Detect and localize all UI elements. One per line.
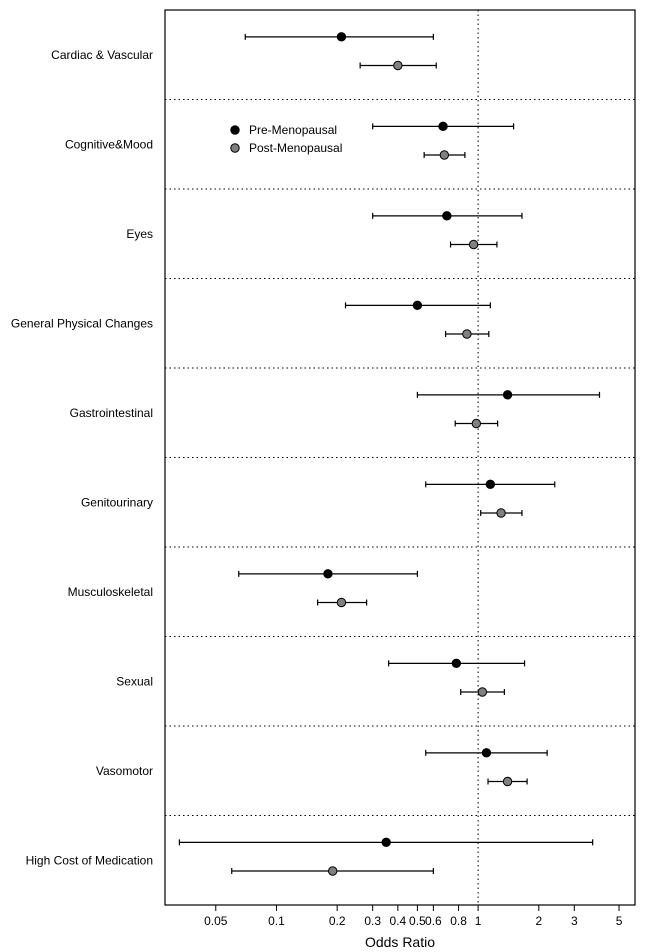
point-post (440, 151, 448, 159)
point-pre (382, 838, 390, 846)
x-tick-label: 0.4 (390, 914, 407, 928)
point-post (328, 867, 336, 875)
category-label: Genitourinary (81, 495, 153, 509)
point-pre (452, 659, 460, 667)
point-post (469, 240, 477, 248)
category-label: General Physical Changes (11, 316, 153, 330)
x-tick-label: 3 (571, 914, 578, 928)
x-tick-label: 2 (535, 914, 542, 928)
x-tick-label: 0.1 (268, 914, 285, 928)
category-label: Cardiac & Vascular (51, 48, 153, 62)
x-tick-label: 0.3 (364, 914, 381, 928)
legend-label: Pre-Menopausal (249, 123, 337, 137)
point-pre (413, 301, 421, 309)
category-label: Gastrointestinal (70, 406, 153, 420)
point-post (497, 509, 505, 517)
legend-label: Post-Menopausal (249, 141, 342, 155)
legend-marker (231, 144, 239, 152)
point-post (463, 330, 471, 338)
forest-plot-container: 0.05 0.1 0.2 0.3 0.40.50.6 0.8 1 2 3 5 Odds Ratio C… (0, 0, 649, 952)
x-tick-label: 0.2 (329, 914, 346, 928)
category-label: Cognitive&Mood (65, 137, 153, 151)
legend-marker (231, 126, 239, 134)
x-tick-label: 0.8 (450, 914, 467, 928)
point-pre (503, 391, 511, 399)
category-label: Musculoskeletal (68, 585, 153, 599)
x-tick-label: 1 (475, 914, 482, 928)
x-tick-label: 0.6 (425, 914, 442, 928)
point-pre (439, 122, 447, 130)
category-label: Sexual (116, 674, 153, 688)
point-post (478, 688, 486, 696)
point-post (394, 61, 402, 69)
point-post (503, 777, 511, 785)
category-label: High Cost of Medication (26, 853, 153, 867)
point-post (472, 419, 480, 427)
point-pre (486, 480, 494, 488)
point-pre (324, 570, 332, 578)
category-label: Vasomotor (96, 764, 153, 778)
x-tick-label: 5 (616, 914, 623, 928)
x-axis-title: Odds Ratio (365, 934, 435, 950)
x-tick-label: 0.05 (204, 914, 228, 928)
category-label: Eyes (126, 227, 153, 241)
point-pre (443, 212, 451, 220)
x-tick-label: 0.5 (409, 914, 426, 928)
point-post (337, 598, 345, 606)
point-pre (337, 33, 345, 41)
point-pre (482, 749, 490, 757)
